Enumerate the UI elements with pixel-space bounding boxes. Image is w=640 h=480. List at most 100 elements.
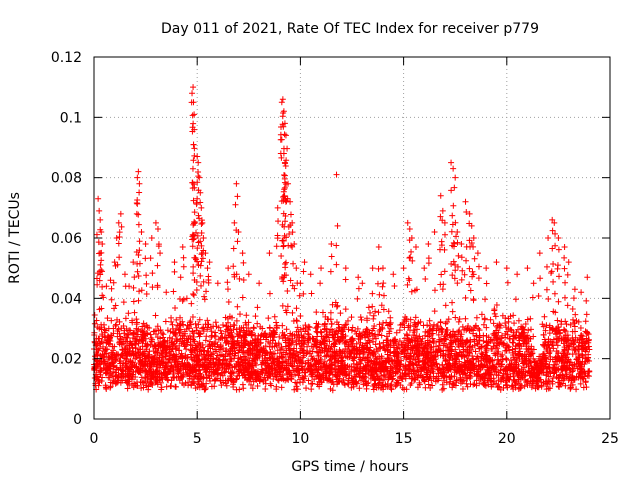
roti-point — [186, 365, 193, 372]
roti-point — [256, 280, 263, 287]
roti-point — [157, 335, 164, 342]
roti-point — [490, 343, 497, 350]
roti-point — [345, 343, 352, 350]
roti-point — [211, 332, 218, 339]
roti-point — [290, 318, 297, 325]
roti-point — [181, 337, 188, 344]
roti-point — [530, 346, 537, 353]
roti-point — [198, 242, 205, 249]
roti-point — [377, 344, 384, 351]
roti-point — [493, 301, 500, 308]
roti-point — [177, 373, 184, 380]
y-tick-label: 0.08 — [51, 171, 82, 187]
roti-point — [136, 238, 143, 245]
roti-point — [491, 306, 498, 313]
roti-point — [458, 353, 465, 360]
x-tick-label: 15 — [395, 431, 413, 447]
roti-point — [285, 180, 292, 187]
roti-point — [270, 375, 277, 382]
roti-point — [450, 380, 457, 387]
roti-point — [236, 275, 243, 282]
roti-point — [391, 336, 398, 343]
roti-point — [561, 362, 568, 369]
roti-point — [264, 374, 271, 381]
roti-point — [431, 308, 438, 315]
roti-point — [542, 342, 549, 349]
roti-point — [230, 338, 237, 345]
roti-point — [345, 381, 352, 388]
roti-point — [281, 365, 288, 372]
roti-point — [177, 314, 184, 321]
roti-point — [582, 379, 589, 386]
roti-point — [131, 380, 138, 387]
roti-point — [97, 261, 104, 268]
roti-point — [204, 265, 211, 272]
roti-point — [502, 324, 509, 331]
roti-point — [342, 322, 349, 329]
roti-point — [222, 328, 229, 335]
roti-point — [96, 207, 103, 214]
roti-point — [425, 241, 432, 248]
roti-point — [408, 288, 415, 295]
roti-point — [108, 285, 115, 292]
roti-point — [448, 159, 455, 166]
roti-point — [403, 386, 410, 393]
roti-point — [244, 348, 251, 355]
x-tick-label: 0 — [90, 431, 99, 447]
roti-point — [563, 345, 570, 352]
roti-point — [338, 368, 345, 375]
roti-point — [377, 366, 384, 373]
roti-point — [234, 238, 241, 245]
roti-point — [505, 315, 512, 322]
roti-point — [504, 279, 511, 286]
roti-point — [278, 384, 285, 391]
roti-point — [210, 350, 217, 357]
roti-point — [103, 283, 110, 290]
roti-point — [548, 268, 555, 275]
roti-point — [327, 326, 334, 333]
roti-point — [399, 348, 406, 355]
roti-point — [219, 345, 226, 352]
roti-point — [372, 308, 379, 315]
roti-point — [243, 312, 250, 319]
roti-point — [438, 271, 445, 278]
roti-point — [296, 292, 303, 299]
roti-point — [564, 350, 571, 357]
roti-point — [225, 298, 232, 305]
roti-point — [121, 271, 128, 278]
roti-point — [149, 284, 156, 291]
roti-point — [295, 365, 302, 372]
roti-point — [360, 348, 367, 355]
roti-point — [143, 322, 150, 329]
roti-point — [387, 349, 394, 356]
roti-point — [208, 383, 215, 390]
roti-point — [488, 377, 495, 384]
roti-point — [265, 315, 272, 322]
roti-point — [321, 326, 328, 333]
roti-point — [267, 340, 274, 347]
roti-point — [201, 347, 208, 354]
roti-point — [198, 382, 205, 389]
roti-point — [305, 331, 312, 338]
roti-point — [208, 328, 215, 335]
roti-point — [112, 356, 119, 363]
roti-point — [255, 375, 262, 382]
roti-point — [561, 375, 568, 382]
roti-point — [252, 313, 259, 320]
roti-point — [201, 386, 208, 393]
roti-point — [299, 347, 306, 354]
roti-point — [124, 331, 131, 338]
roti-point — [318, 379, 325, 386]
roti-point — [125, 310, 132, 317]
roti-point — [279, 335, 286, 342]
roti-point — [298, 337, 305, 344]
roti-point — [385, 322, 392, 329]
roti-point — [294, 386, 301, 393]
roti-point — [431, 338, 437, 345]
roti-point — [148, 380, 155, 387]
roti-point — [160, 348, 167, 355]
roti-point — [312, 343, 319, 350]
roti-point — [553, 331, 560, 338]
